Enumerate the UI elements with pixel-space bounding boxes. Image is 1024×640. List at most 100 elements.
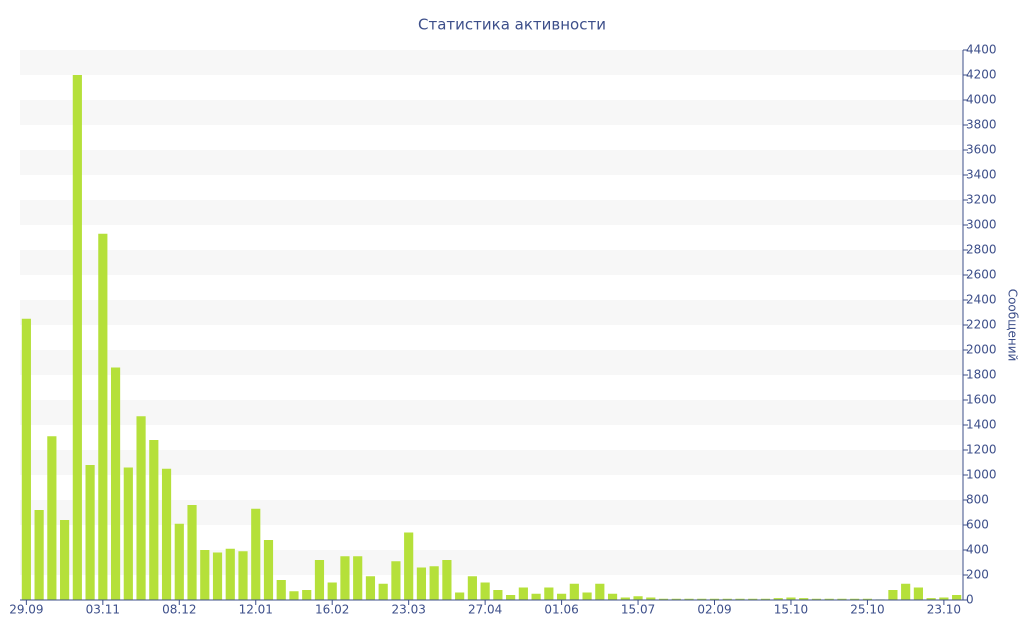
y-tick-label: 3000 (966, 218, 997, 232)
y-tick-label: 1800 (966, 368, 997, 382)
bar (633, 596, 643, 600)
bar (353, 556, 363, 600)
bar (595, 583, 605, 600)
bar (506, 595, 516, 600)
grid-band (20, 500, 963, 525)
y-tick-label: 3200 (966, 193, 997, 207)
bar (531, 593, 541, 600)
bar (149, 440, 159, 600)
y-tick-label: 800 (966, 493, 989, 507)
grid-band (20, 100, 963, 125)
bar (187, 505, 197, 600)
y-tick-label: 200 (966, 568, 989, 582)
bar (60, 520, 70, 600)
bar (952, 595, 962, 600)
x-tick-label: 12.01 (239, 603, 273, 617)
grid-band (20, 300, 963, 325)
x-tick-label: 23.10 (927, 603, 961, 617)
bar (493, 590, 503, 600)
bar (926, 598, 936, 600)
bar (544, 587, 554, 600)
bar (391, 561, 401, 600)
y-tick-label: 2800 (966, 243, 997, 257)
y-tick-label: 4000 (966, 93, 997, 107)
bar (722, 598, 732, 600)
bar (824, 598, 834, 600)
bar (557, 593, 567, 600)
bar (276, 580, 286, 600)
x-tick-label: 16.02 (315, 603, 349, 617)
x-tick-label: 23.03 (391, 603, 425, 617)
bar (251, 508, 261, 600)
x-tick-label: 29.09 (9, 603, 43, 617)
bar (786, 597, 796, 600)
bar (123, 467, 133, 600)
x-tick-label: 02.09 (697, 603, 731, 617)
bar (518, 587, 528, 600)
bar (263, 540, 274, 600)
bar (582, 592, 592, 600)
bar (697, 598, 707, 600)
bar (136, 416, 146, 600)
y-tick-label: 2600 (966, 268, 997, 282)
y-tick-label: 1400 (966, 418, 997, 432)
bar (684, 598, 694, 600)
grid-band (20, 350, 963, 375)
bar (748, 598, 758, 600)
bar (404, 532, 414, 600)
y-tick-label: 1200 (966, 443, 997, 457)
bar (467, 576, 477, 600)
bar (569, 583, 579, 600)
bar (365, 576, 376, 600)
y-tick-label: 3400 (966, 168, 997, 182)
bar (607, 593, 618, 600)
x-tick-label: 25.10 (850, 603, 884, 617)
y-tick-label: 1600 (966, 393, 997, 407)
bar (811, 598, 822, 600)
y-tick-label: 2400 (966, 293, 997, 307)
grid-band (20, 250, 963, 275)
bar (837, 598, 847, 600)
bar (174, 523, 184, 600)
bar (110, 367, 121, 600)
x-tick-label: 15.07 (621, 603, 655, 617)
bar (913, 587, 923, 600)
bar (34, 510, 44, 600)
grid-band (20, 550, 963, 575)
bar (238, 551, 248, 600)
y-axis-label: Сообщений (1006, 289, 1020, 362)
y-tick-label: 1000 (966, 468, 997, 482)
bar (799, 598, 809, 600)
bar (302, 590, 312, 600)
bar (850, 598, 860, 600)
y-tick-label: 3800 (966, 118, 997, 132)
bar (455, 592, 465, 600)
y-tick-label: 3600 (966, 143, 997, 157)
bar (442, 560, 452, 600)
bar (378, 583, 388, 600)
bar (620, 597, 630, 600)
x-tick-label: 03.11 (86, 603, 120, 617)
bar (327, 582, 337, 600)
grid-band (20, 150, 963, 175)
y-tick-label: 400 (966, 543, 989, 557)
bar (21, 318, 31, 600)
bar (862, 598, 873, 600)
bar (760, 598, 771, 600)
grid-band (20, 200, 963, 225)
bar (480, 582, 490, 600)
y-tick-label: 600 (966, 518, 989, 532)
y-tick-label: 0 (966, 593, 974, 607)
bar (314, 560, 325, 600)
bar (200, 550, 210, 600)
x-tick-label: 01.06 (544, 603, 578, 617)
bar (289, 591, 299, 600)
bar (225, 548, 235, 600)
bar (735, 598, 745, 600)
bar (47, 436, 57, 600)
bar (429, 566, 439, 600)
bar (85, 465, 95, 600)
bar (671, 598, 681, 600)
bar (773, 598, 783, 600)
